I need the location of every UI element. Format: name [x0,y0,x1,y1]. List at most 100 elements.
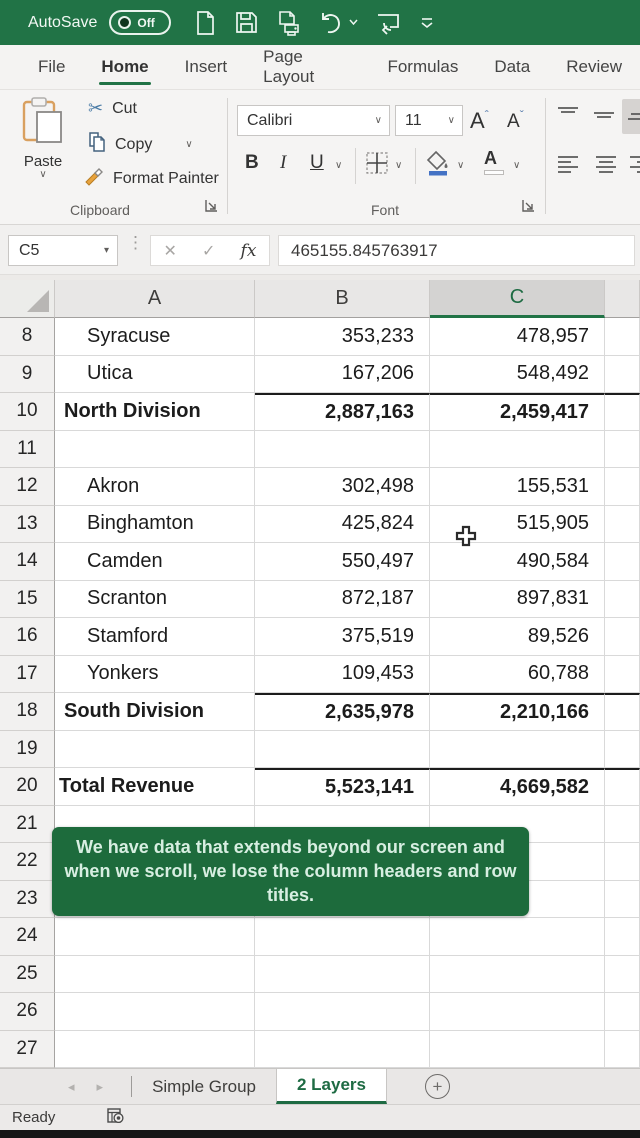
decrease-font-size-button[interactable]: Aˇ [507,108,524,132]
cell-a[interactable]: Stamford [55,618,255,656]
paste-dropdown-icon[interactable]: ∨ [39,169,47,180]
cut-button[interactable]: ✂ Cut [88,98,137,119]
row-number[interactable]: 19 [0,730,55,768]
sheet-tab[interactable]: 2 Layers [276,1069,387,1104]
underline-button[interactable]: U [310,152,324,173]
cell-d-partial[interactable] [605,468,640,506]
row-number[interactable]: 13 [0,505,55,543]
cell-c[interactable]: 897,831 [430,580,605,618]
cell-a[interactable]: Utica [55,355,255,393]
cell-c[interactable]: 2,210,166 [430,693,605,731]
font-name-select[interactable]: Calibri ∨ [237,105,390,136]
ribbon-tab[interactable]: Insert [184,57,228,76]
cell-b[interactable] [255,993,430,1031]
column-header-b[interactable]: B [255,280,430,318]
row-number[interactable]: 27 [0,1030,55,1068]
macro-record-icon[interactable] [107,1107,124,1128]
font-dialog-launcher-icon[interactable] [522,199,535,217]
row-number[interactable]: 11 [0,430,55,468]
cell-b[interactable]: 167,206 [255,355,430,393]
cell-d-partial[interactable] [605,618,640,656]
cell-a[interactable] [55,918,255,956]
print-preview-icon[interactable] [276,10,301,36]
cell-b[interactable] [255,430,430,468]
cell-c[interactable] [430,955,605,993]
bottom-align-button[interactable] [622,99,640,134]
redo-icon[interactable] [375,11,403,35]
row-number[interactable]: 17 [0,655,55,693]
cell-c[interactable] [430,918,605,956]
row-number[interactable]: 24 [0,918,55,956]
cell-a[interactable] [55,993,255,1031]
insert-function-icon[interactable]: fx [240,240,257,261]
cell-d-partial[interactable] [605,730,640,768]
cell-c[interactable] [430,430,605,468]
cell-d-partial[interactable] [605,955,640,993]
row-number[interactable]: 21 [0,805,55,843]
row-number[interactable]: 26 [0,993,55,1031]
row-number[interactable]: 14 [0,543,55,581]
cell-c[interactable]: 478,957 [430,318,605,356]
cell-d-partial[interactable] [605,505,640,543]
row-number[interactable]: 18 [0,693,55,731]
ribbon-tab[interactable]: Data [494,57,531,76]
cell-b[interactable]: 2,635,978 [255,693,430,731]
borders-button[interactable] [366,152,388,179]
cell-d-partial[interactable] [605,918,640,956]
cell-d-partial[interactable] [605,768,640,806]
bold-button[interactable]: B [245,152,259,173]
cell-c[interactable]: 4,669,582 [430,768,605,806]
cell-d-partial[interactable] [605,1030,640,1068]
cell-a[interactable]: Camden [55,543,255,581]
sheet-tab[interactable]: Simple Group [152,1076,256,1096]
cell-a[interactable]: South Division [55,693,255,731]
cell-a[interactable]: Total Revenue [55,768,255,806]
cell-d-partial[interactable] [605,880,640,918]
cell-a[interactable] [55,430,255,468]
qat-overflow-icon[interactable] [420,17,434,29]
save-icon[interactable] [234,10,259,35]
select-all-button[interactable] [0,280,55,318]
ribbon-tab[interactable]: Home [83,45,166,89]
row-number[interactable]: 10 [0,393,55,431]
paste-button[interactable]: Paste ∨ [12,96,74,180]
column-header-d-partial[interactable] [605,280,640,318]
undo-dropdown-icon[interactable] [349,19,358,26]
cell-a[interactable] [55,955,255,993]
cell-b[interactable] [255,730,430,768]
cell-d-partial[interactable] [605,430,640,468]
cell-d-partial[interactable] [605,655,640,693]
enter-icon[interactable]: ✓ [202,242,216,260]
cell-a[interactable] [55,1030,255,1068]
row-number[interactable]: 25 [0,955,55,993]
cancel-icon[interactable]: ✕ [163,242,177,260]
cell-b[interactable] [255,1030,430,1068]
sheet-prev-icon[interactable]: ◂ [68,1078,75,1094]
copy-button[interactable]: Copy ∨ [88,132,193,157]
row-number[interactable]: 9 [0,355,55,393]
ribbon-tab[interactable]: Review [566,57,622,76]
cell-d-partial[interactable] [605,805,640,843]
cell-d-partial[interactable] [605,355,640,393]
ribbon-tab[interactable]: Page Layout [263,47,315,86]
fill-color-button[interactable] [426,150,452,181]
cell-b[interactable]: 302,498 [255,468,430,506]
cell-d-partial[interactable] [605,580,640,618]
cell-a[interactable]: Akron [55,468,255,506]
column-header-a[interactable]: A [55,280,255,318]
cell-b[interactable]: 550,497 [255,543,430,581]
new-sheet-button[interactable]: + [425,1074,450,1099]
align-right-button[interactable] [624,150,640,185]
cell-a[interactable]: Syracuse [55,318,255,356]
cell-b[interactable] [255,955,430,993]
row-number[interactable]: 20 [0,768,55,806]
ribbon-tab[interactable]: Formulas [387,57,459,76]
cell-d-partial[interactable] [605,393,640,431]
cell-c[interactable]: 89,526 [430,618,605,656]
cell-a[interactable]: Yonkers [55,655,255,693]
cell-a[interactable]: Binghamton [55,505,255,543]
font-size-select[interactable]: 11 ∨ [395,105,463,136]
formula-bar-handle[interactable]: ⋮ [127,233,144,252]
sheet-next-icon[interactable]: ▸ [96,1078,104,1094]
cell-d-partial[interactable] [605,993,640,1031]
